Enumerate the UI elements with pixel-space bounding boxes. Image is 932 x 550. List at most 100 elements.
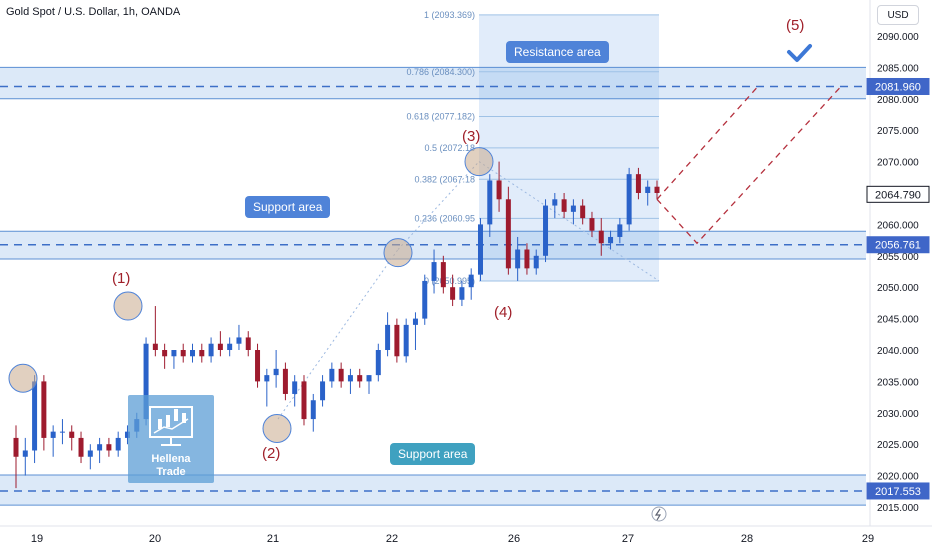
candle-body [301,381,307,420]
wave-label-4: (4) [494,304,513,321]
wave-marker-circle [383,238,413,268]
candle-body [626,174,632,225]
time-tick-label: 22 [386,533,398,545]
candle-body [450,287,456,300]
time-tick-label: 27 [622,533,634,545]
time-tick-label: 19 [31,533,43,545]
candle-body [635,174,641,193]
fib-level-label: 0.382 (2067.18 [414,174,475,184]
candle-body [50,431,56,438]
candle-body [217,343,223,350]
candle-body [422,280,428,319]
price-tag-label: 2017.553 [875,486,921,498]
hellena-trade-logo: Hellena Trade [128,395,214,483]
candle-body [190,350,196,357]
candle-body [41,381,47,438]
candle-body [236,337,242,344]
wave-label-1: (1) [112,270,131,287]
candle-body [533,255,539,269]
price-tick-label: 2035.000 [877,377,919,388]
price-tick-label: 2070.000 [877,158,919,169]
candle-body [589,218,595,231]
candle-body [431,262,437,281]
candle-body [282,368,288,394]
wave-label-5: (5) [786,17,805,34]
candle-body [152,343,158,350]
candle-body [552,199,558,206]
price-tag-label: 2081.960 [875,81,921,93]
candle-body [561,199,567,212]
candle-body [69,431,75,438]
price-tick-label: 2075.000 [877,126,919,137]
candle-body [394,324,400,357]
logo-chart-icon [149,406,193,446]
candle-body [459,287,465,300]
time-tick-label: 20 [149,533,161,545]
candle-body [59,431,65,433]
fib-level-label: 1 (2093.369) [424,10,475,20]
fib-level-label: 0.236 (2060.95 [414,213,475,223]
candle-body [598,230,604,244]
candle-body [654,186,660,193]
candle-body [385,324,391,350]
wave-label-3: (3) [462,128,481,145]
candle-body [505,199,511,269]
price-tick-label: 2050.000 [877,283,919,294]
candle-body [143,343,149,420]
candle-body [366,375,372,382]
price-tick-label: 2030.000 [877,409,919,420]
replay-icon [651,506,667,522]
candle-body [115,437,121,451]
candle-body [477,224,483,275]
logo-line1: Hellena [151,453,191,465]
logo-line2: Trade [156,466,186,478]
candle-body [264,375,270,382]
candle-body [412,318,418,325]
candle-body [87,450,93,457]
projection-path-up [656,87,758,200]
price-tick-label: 2025.000 [877,440,919,451]
currency-button[interactable]: USD [877,5,919,25]
price-tag-bg [866,482,930,500]
candle-body [608,236,614,244]
candle-body [375,350,381,376]
price-tick-label: 2090.000 [877,32,919,43]
candle-body [617,224,623,237]
price-tick-label: 2045.000 [877,315,919,326]
trend-guide-line [478,161,660,282]
support-area-callout-mid: Support area [245,196,331,218]
wave-marker-circle [8,363,38,393]
candle-body [78,437,84,457]
price-tick-label: 2060.000 [877,220,919,231]
candle-body [208,343,214,357]
price-tag-label: 2064.790 [875,189,921,201]
chart-title: Gold Spot / U.S. Dollar, 1h, OANDA [6,6,181,18]
candle-body [580,205,586,219]
time-tick-label: 28 [741,533,753,545]
candle-body [357,375,363,382]
candle-body [496,180,502,200]
price-tick-label: 2080.000 [877,95,919,106]
price-tick-label: 2040.000 [877,346,919,357]
time-tick-label: 26 [508,533,520,545]
candle-body [403,324,409,357]
candle-body [487,180,493,225]
candle-body [440,262,446,288]
candle-body [22,450,28,457]
price-tag-bg [866,236,930,254]
lightning-icon [654,508,662,521]
candle-body [245,337,251,350]
price-tick-label: 2015.000 [877,503,919,514]
price-tick-label: 2055.000 [877,252,919,263]
candle-body [227,343,233,350]
fib-level-label: 0.618 (2077.182) [406,111,475,121]
price-tag-label: 2056.761 [875,240,921,252]
wave-marker-circle [262,414,292,443]
candle-body [162,350,168,357]
candle-body [255,350,261,382]
candle-body [320,381,326,401]
candle-body [273,368,279,376]
candle-body [292,381,298,394]
time-tick-label: 29 [862,533,874,545]
